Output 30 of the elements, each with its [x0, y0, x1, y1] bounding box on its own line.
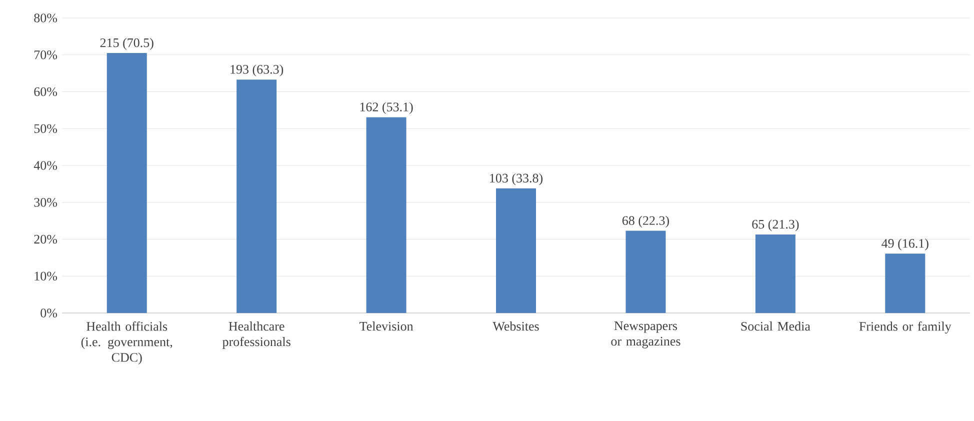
data-label: 65 (21.3): [752, 219, 799, 232]
data-label: 103 (33.8): [490, 173, 543, 186]
bar: [755, 234, 796, 313]
y-tick-label: 80%: [34, 14, 58, 22]
bar: [236, 80, 277, 313]
x-tick-label: Friends or family: [859, 322, 952, 334]
y-tick-label: 50%: [34, 124, 58, 134]
bar: [885, 254, 926, 313]
bar: [366, 117, 406, 313]
x-tick-label: Newspapers or magazines: [611, 322, 680, 348]
y-tick-label: 0%: [40, 308, 58, 318]
data-label: 68 (22.3): [622, 216, 669, 228]
y-tick-label: 10%: [34, 272, 58, 281]
x-tick-label: Healthcare professionals: [222, 322, 290, 349]
bar: [626, 230, 666, 313]
x-tick-label: Health officials (i.e. government, CDC): [81, 322, 172, 364]
bar: [496, 188, 536, 313]
data-label: 193 (63.3): [230, 64, 284, 76]
y-tick-label: 60%: [34, 87, 58, 96]
data-label: 162 (53.1): [360, 102, 413, 114]
bar: [106, 53, 147, 313]
x-tick-label: Social Media: [741, 322, 810, 331]
y-tick-label: 70%: [34, 50, 58, 60]
y-tick-label: 30%: [34, 198, 58, 207]
x-tick-label: Websites: [492, 322, 539, 331]
x-tick-label: Television: [360, 322, 414, 331]
data-label: 215 (70.5): [100, 38, 154, 50]
y-tick-label: 40%: [34, 161, 58, 170]
data-label: 49 (16.1): [882, 238, 928, 250]
y-tick-label: 20%: [34, 234, 58, 244]
